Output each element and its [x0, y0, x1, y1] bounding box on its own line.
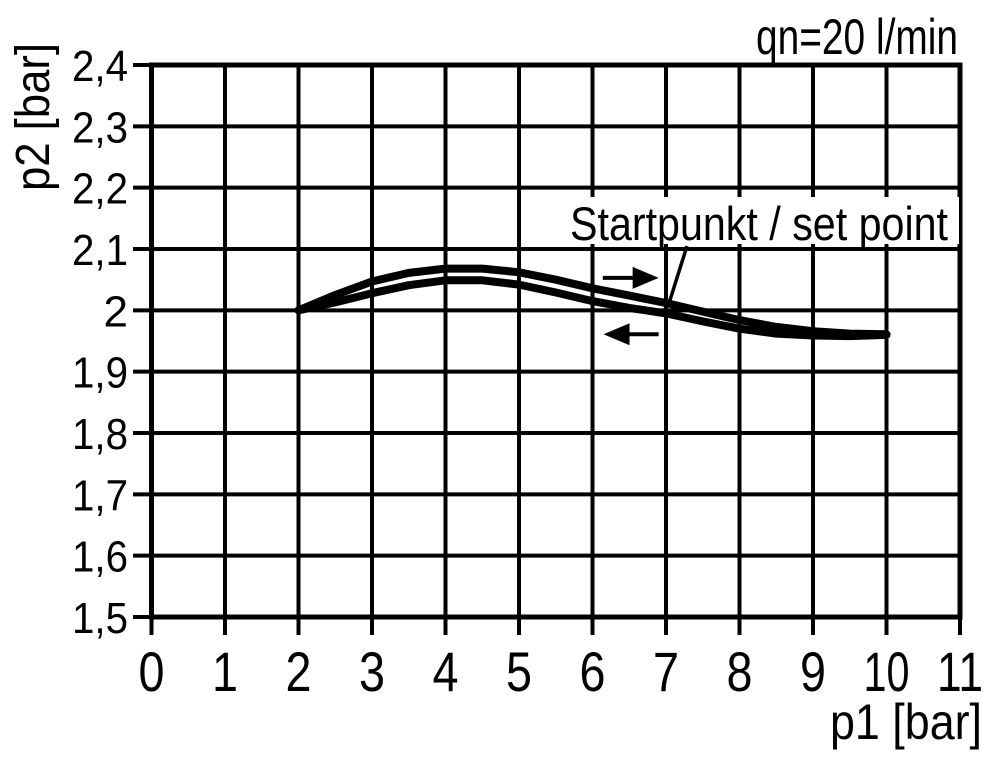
- x-tick-label: 6: [580, 640, 606, 703]
- y-tick-label: 2: [104, 287, 128, 336]
- y-tick-label: 1,5: [72, 594, 128, 643]
- x-tick-label: 5: [506, 640, 532, 703]
- arrow-head-right: [632, 266, 659, 289]
- x-tick-label: 10: [864, 640, 910, 703]
- plot-border: [149, 62, 963, 620]
- x-tick-label: 11: [937, 640, 983, 703]
- y-tick-label: 1,8: [72, 410, 128, 459]
- pressure-curve: [294, 276, 891, 341]
- direction-arrow-layer: [602, 266, 659, 346]
- x-tick-label: 4: [433, 640, 459, 703]
- setpoint-annotation-label: Startpunkt / set point: [570, 197, 948, 250]
- x-axis-title: p1 [bar]: [830, 694, 982, 750]
- x-tick-label: 8: [727, 640, 753, 703]
- setpoint-label-background: [561, 197, 959, 244]
- x-tick-label: 1: [212, 640, 238, 703]
- flow-rate-annotation: qn=20 l/min: [756, 9, 958, 65]
- y-tick-label: 2,1: [72, 226, 128, 275]
- y-tick-label: 2,4: [72, 42, 128, 91]
- grid-layer: [133, 62, 963, 635]
- arrow-head-left: [603, 323, 630, 346]
- x-tick-label: 7: [653, 640, 679, 703]
- series-layer: [294, 264, 891, 341]
- leader-line-layer: [668, 245, 689, 302]
- y-tick-label: 1,6: [72, 533, 128, 582]
- y-tick-label: 2,3: [72, 103, 128, 152]
- setpoint-leader-line: [668, 245, 689, 302]
- y-tick-label: 2,2: [72, 165, 128, 214]
- x-tick-label: 9: [800, 640, 826, 703]
- pressure-curve: [294, 264, 891, 339]
- y-tick-label: 1,7: [72, 471, 128, 520]
- x-tick-label: 2: [286, 640, 312, 703]
- tick-label-layer: 0 1 2 3 4 5 6 7 8 9 10 111,51,61,71,81,922,12,22,32…: [72, 42, 983, 703]
- y-axis-title: p2 [bar]: [7, 43, 60, 191]
- x-tick-label: 3: [359, 640, 385, 703]
- x-tick-label: 0: [139, 640, 165, 703]
- y-tick-label: 1,9: [72, 349, 128, 398]
